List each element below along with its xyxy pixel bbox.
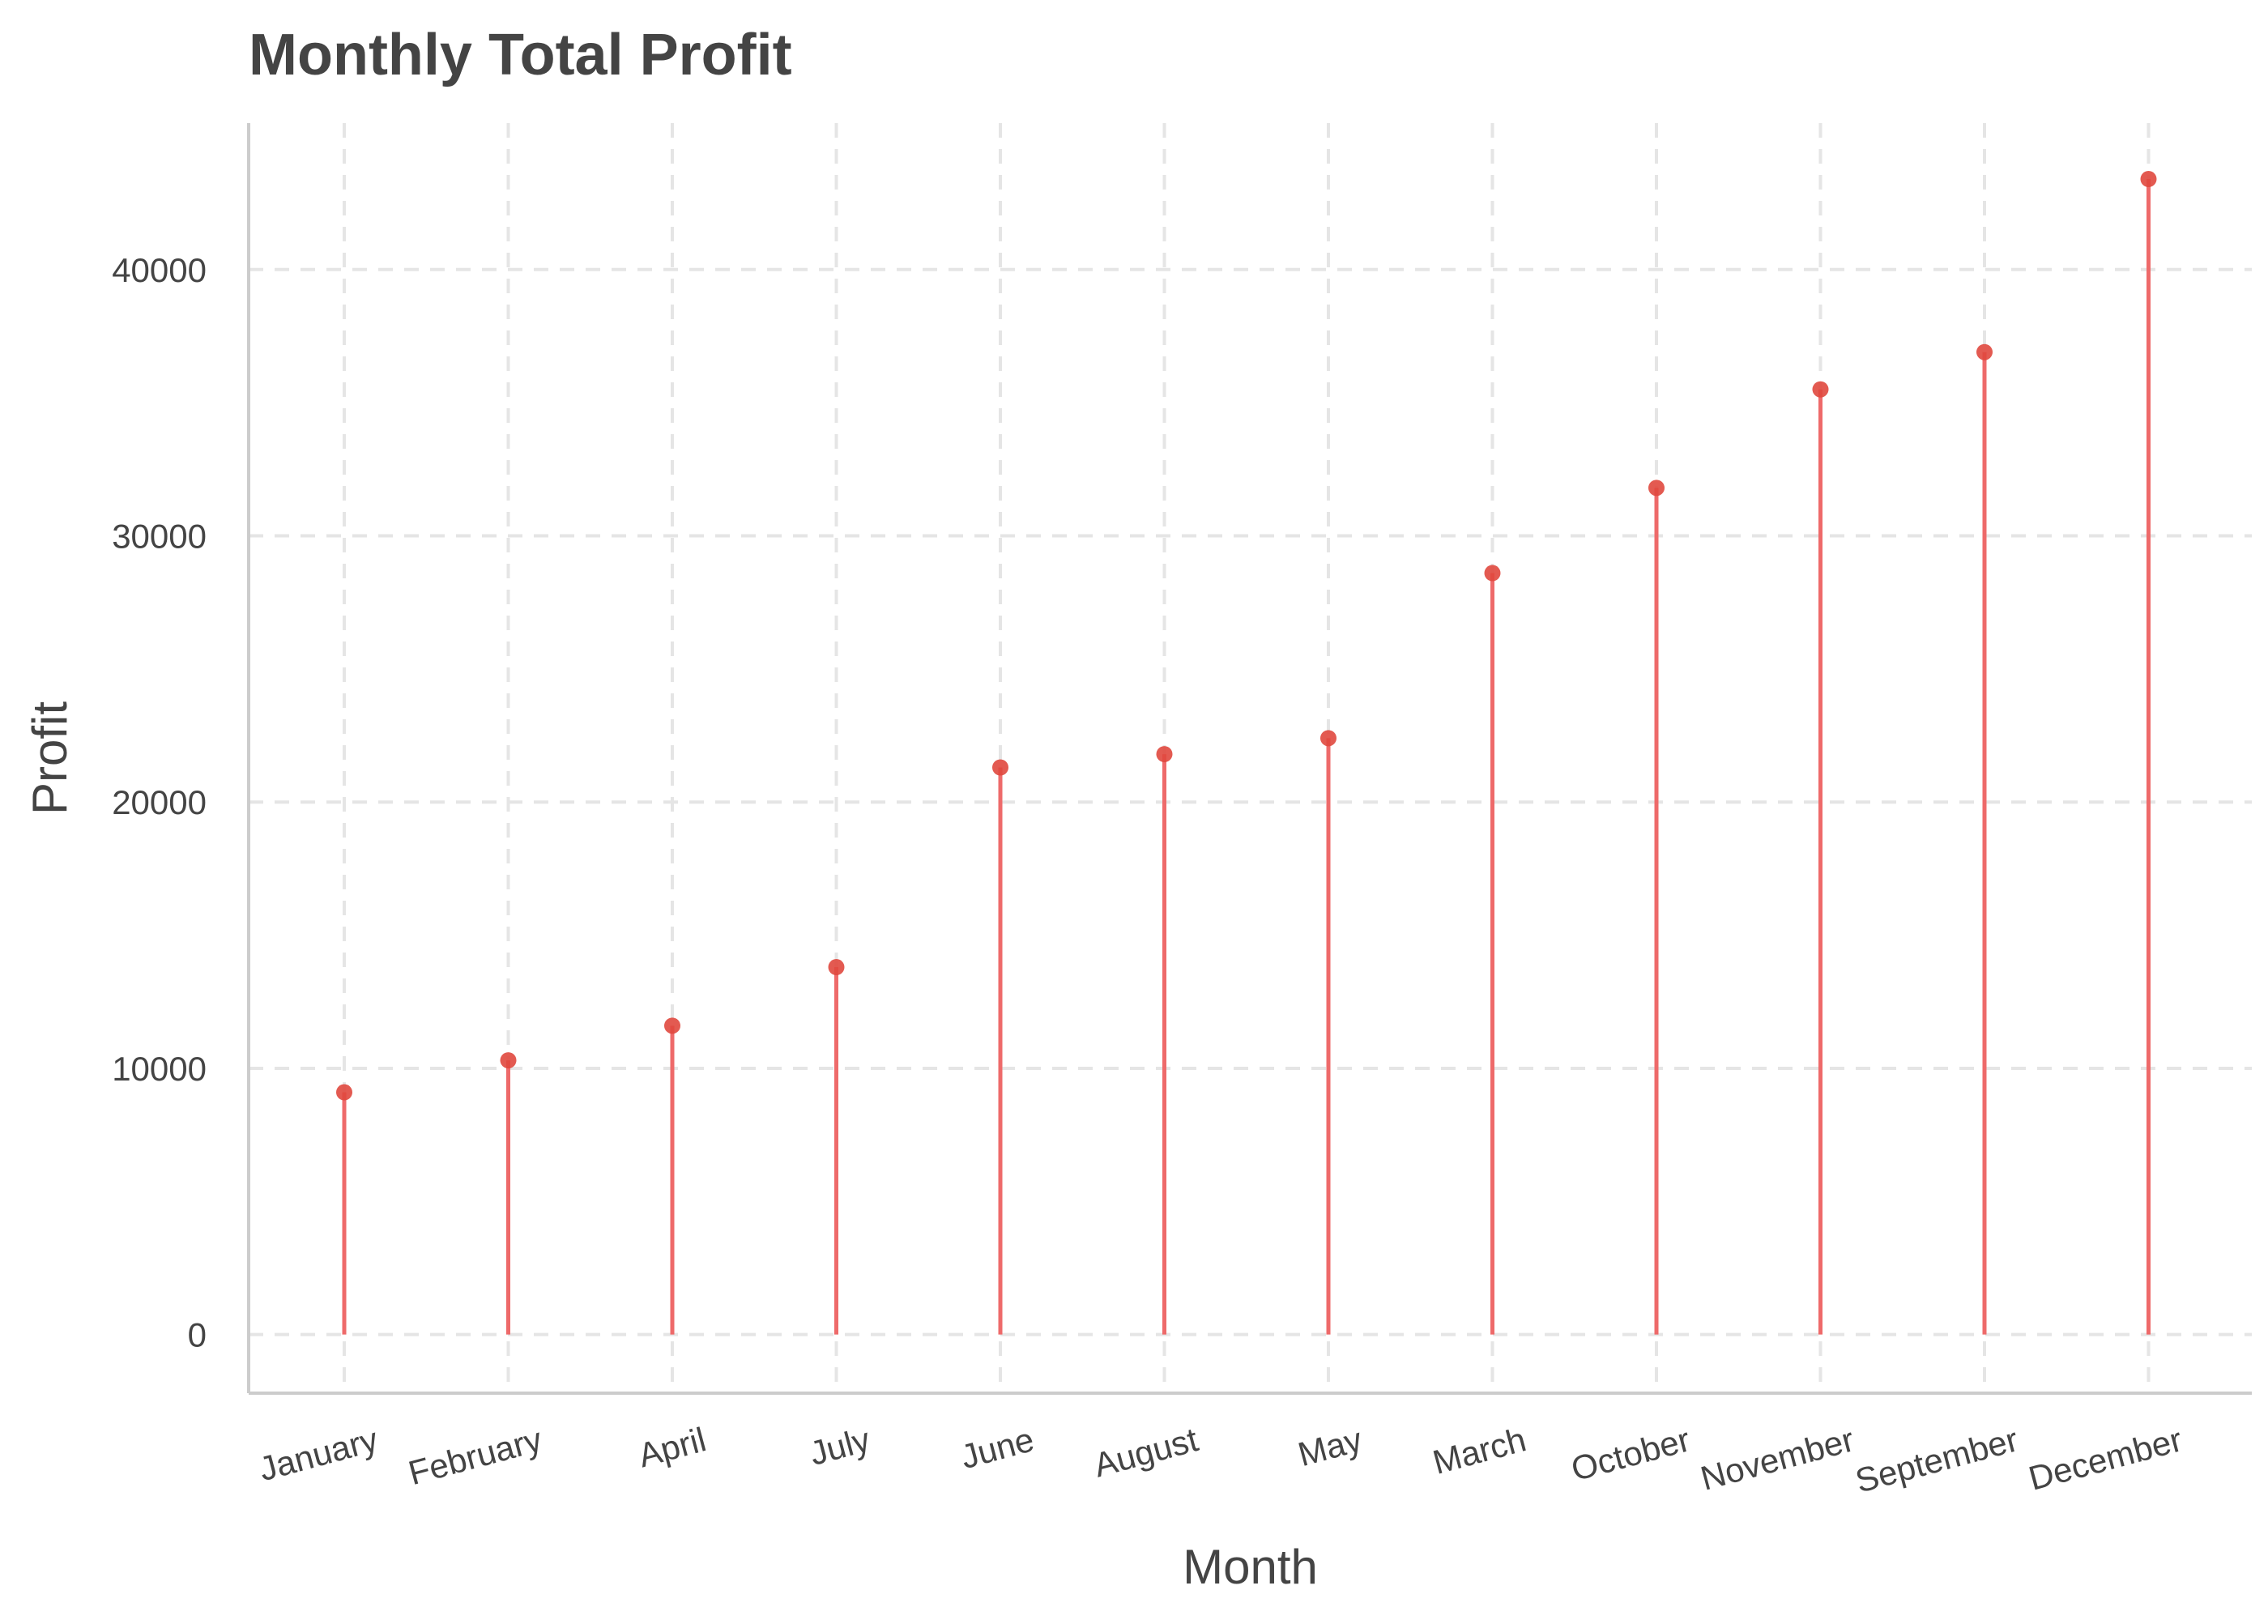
x-tick-label-5: August [1089, 1420, 1202, 1484]
x-axis-label: Month [1183, 1540, 1318, 1594]
x-tick-label-11: December [2025, 1420, 2186, 1498]
y-tick-label-4: 40000 [112, 251, 207, 289]
y-axis-label: Profit [23, 701, 77, 815]
lollipop-stems [342, 179, 2151, 1335]
point-september [1976, 343, 1993, 360]
x-tick-label-4: June [957, 1420, 1038, 1476]
chart-title: Monthly Total Profit [249, 23, 792, 87]
x-tick-label-0: January [255, 1420, 382, 1488]
x-tick-label-10: September [1852, 1420, 2023, 1500]
point-february [500, 1052, 517, 1069]
x-tick-label-9: November [1697, 1420, 1858, 1498]
x-tick-label-6: May [1294, 1420, 1366, 1473]
point-march [1484, 565, 1501, 582]
y-tick-label-3: 30000 [112, 518, 207, 556]
point-july [828, 959, 845, 976]
x-tick-label-8: October [1567, 1420, 1694, 1488]
point-january [336, 1084, 352, 1101]
x-tick-label-1: February [404, 1420, 546, 1492]
x-tick-label-3: July [806, 1420, 874, 1473]
point-june [992, 759, 1008, 776]
y-tick-label-2: 20000 [112, 783, 207, 821]
point-october [1648, 480, 1665, 497]
y-tick-labels: 0 10000 20000 30000 40000 [112, 251, 207, 1354]
x-tick-label-7: March [1429, 1420, 1530, 1481]
axes [247, 123, 2252, 1395]
point-november [1812, 381, 1829, 398]
x-tick-labels: January February April July June August May Mar… [255, 1420, 2186, 1500]
point-december [2140, 171, 2157, 188]
point-may [1320, 730, 1336, 747]
y-tick-label-1: 10000 [112, 1050, 207, 1088]
point-august [1156, 746, 1173, 763]
grid [249, 123, 2252, 1393]
lollipop-points [336, 171, 2157, 1101]
point-april [664, 1017, 680, 1034]
x-tick-label-2: April [634, 1420, 710, 1474]
y-tick-label-0: 0 [188, 1316, 207, 1354]
